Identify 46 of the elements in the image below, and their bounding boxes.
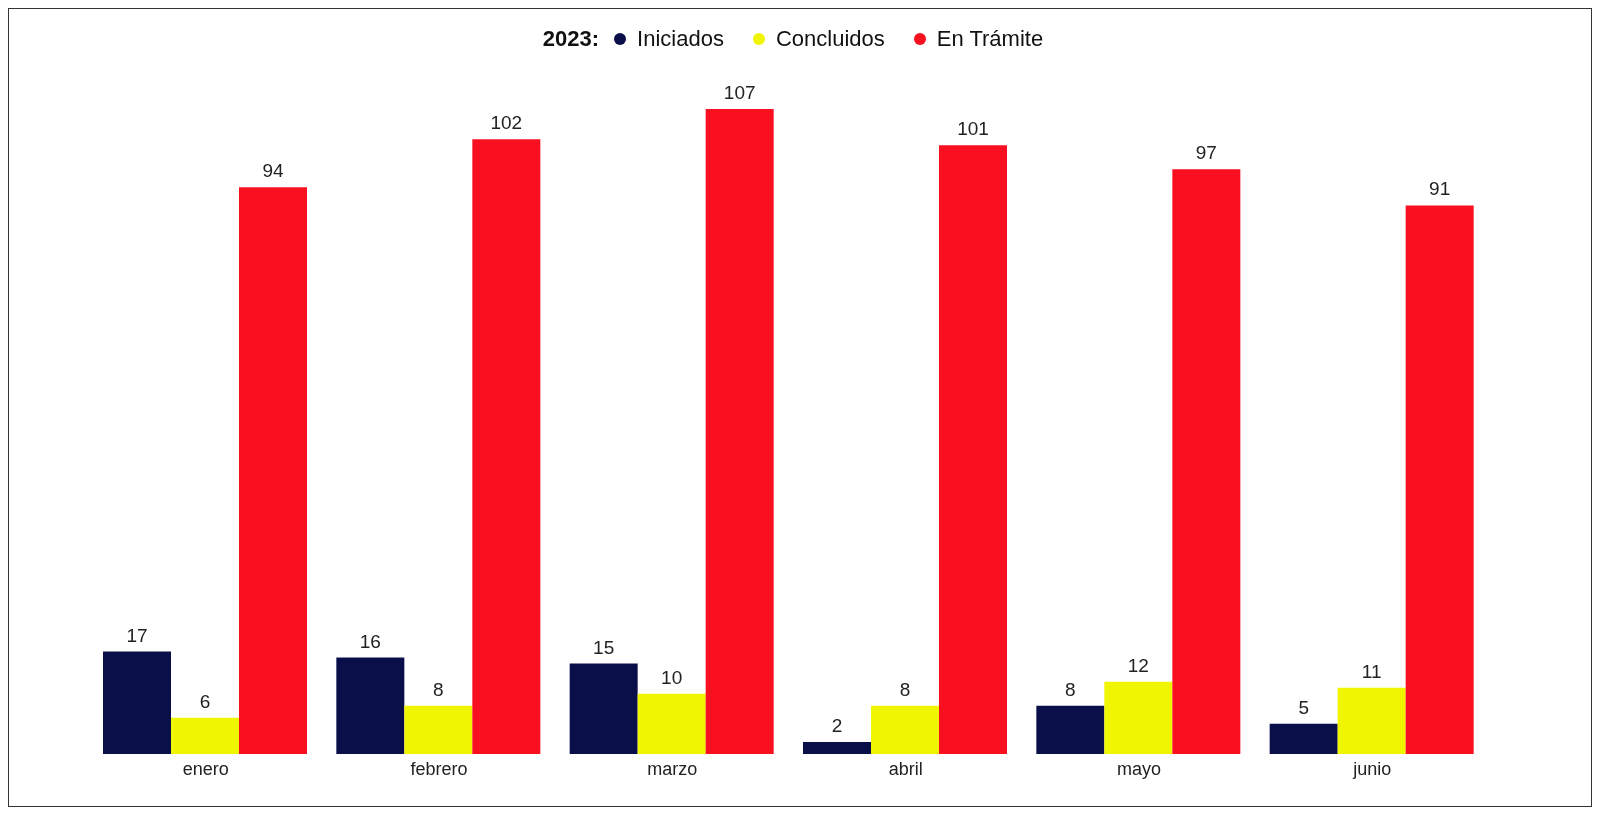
x-tick-label: febrero [410, 758, 468, 779]
bar [637, 693, 706, 754]
x-tick-label: mayo [1116, 758, 1162, 779]
bar [569, 663, 638, 754]
legend-title: 2023: [542, 26, 600, 52]
bar [1337, 687, 1406, 754]
data-label: 16 [359, 630, 381, 652]
bar [1036, 705, 1105, 754]
data-label: 102 [490, 112, 523, 134]
data-label: 107 [723, 82, 756, 103]
x-tick-label: enero [182, 758, 229, 779]
bar [871, 705, 939, 754]
data-label: 11 [1361, 660, 1382, 682]
data-label: 12 [1127, 654, 1149, 676]
data-label: 101 [957, 118, 989, 140]
bar [939, 145, 1007, 754]
bar [103, 651, 171, 754]
data-label: 5 [1298, 696, 1309, 718]
bar [1269, 723, 1338, 754]
data-label: 97 [1195, 142, 1217, 164]
bar [705, 109, 774, 754]
data-label: 8 [1065, 678, 1076, 700]
bar [472, 139, 541, 754]
data-label: 17 [126, 624, 148, 646]
bar [803, 741, 871, 754]
bar [404, 705, 473, 754]
x-tick-label: marzo [647, 758, 698, 779]
data-label: 91 [1429, 178, 1451, 200]
bar [1172, 169, 1241, 754]
x-tick-label: abril [888, 758, 923, 779]
data-label: 15 [593, 636, 615, 658]
bar [1405, 205, 1474, 754]
bar [239, 187, 307, 754]
bar [1104, 681, 1173, 754]
bar [171, 717, 239, 754]
legend-label: En Trámite [936, 26, 1044, 52]
data-label: 8 [899, 678, 911, 700]
x-tick-label: junio [1352, 758, 1392, 779]
data-label: 8 [433, 678, 444, 700]
legend-label: Concluidos [775, 26, 885, 52]
data-label: 2 [831, 714, 843, 736]
data-label: 94 [262, 160, 284, 182]
data-label: 6 [199, 690, 211, 712]
bar [336, 657, 405, 754]
legend-label: Iniciados [637, 26, 724, 52]
data-label: 10 [661, 666, 683, 688]
